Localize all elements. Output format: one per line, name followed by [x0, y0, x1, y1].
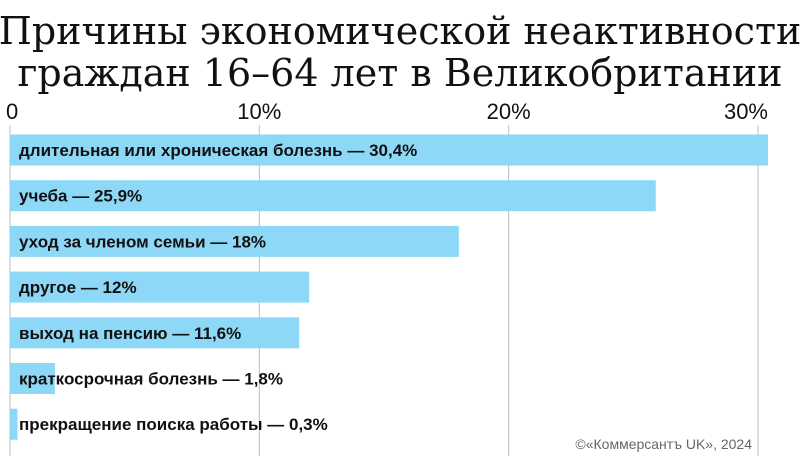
bar	[10, 134, 768, 166]
bars	[10, 134, 768, 440]
x-tick-label: 30%	[724, 99, 768, 124]
bar	[10, 180, 656, 212]
bar	[10, 408, 18, 440]
x-tick-labels: 0 10% 20% 30%	[6, 99, 768, 124]
bar-label: краткосрочная болезнь — 1,8%	[19, 370, 283, 389]
bar	[10, 271, 310, 303]
bar	[10, 225, 459, 257]
bar	[10, 363, 55, 394]
bar-label: уход за членом семьи — 18%	[19, 232, 266, 251]
bar-label: длительная или хроническая болезнь — 30,…	[19, 141, 417, 160]
bar-labels: длительная или хроническая болезнь — 30,…	[19, 141, 417, 434]
x-tick-label: 10%	[237, 99, 281, 124]
chart-title-line-1: Причины экономической неактивности	[0, 9, 800, 53]
x-tick-label: 0	[6, 99, 18, 124]
bar-label: учеба — 25,9%	[19, 187, 142, 206]
bar-label: выход на пенсию — 11,6%	[19, 324, 241, 343]
chart-title-line-2: граждан 16–64 лет в Великобритании	[18, 51, 783, 95]
bar	[10, 317, 300, 349]
bar-label: прекращение поиска работы — 0,3%	[19, 415, 328, 434]
x-tick-label: 20%	[487, 99, 531, 124]
credit-text: ©«Коммерсантъ UK», 2024	[575, 436, 752, 452]
bar-label: другое — 12%	[19, 278, 137, 297]
